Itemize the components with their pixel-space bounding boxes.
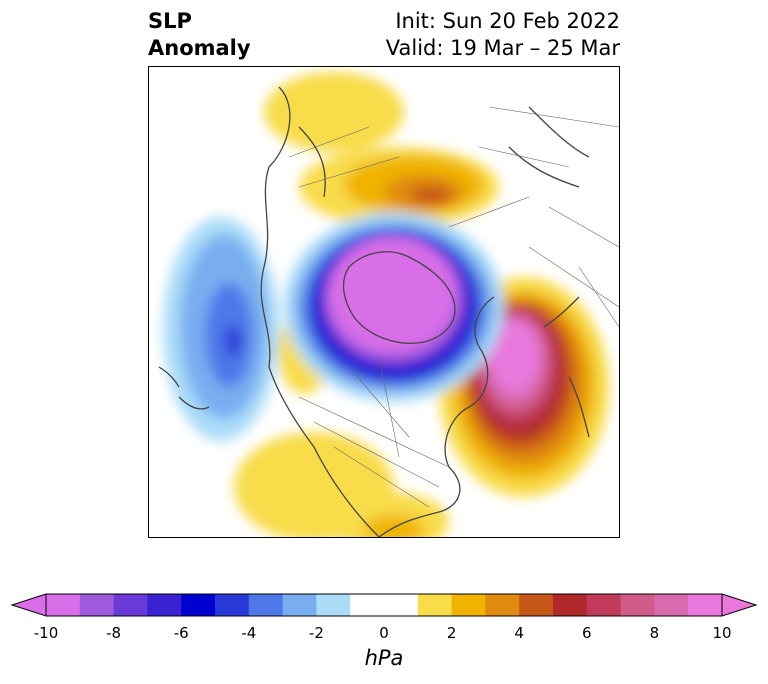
colorbar-segment <box>586 594 622 616</box>
colorbar-tick-label: 8 <box>649 624 660 642</box>
colorbar-tick-label: -6 <box>173 624 189 642</box>
colorbar-segment <box>451 594 486 616</box>
colorbar-tick-label: -8 <box>106 624 122 642</box>
colorbar-segment <box>79 594 115 616</box>
colorbar-extend-min <box>10 593 47 617</box>
colorbar-segment <box>688 594 723 616</box>
slp-anomaly-map <box>148 66 620 538</box>
colorbar-tick-label: 0 <box>379 624 389 642</box>
colorbar-tick-label: -10 <box>33 624 59 642</box>
colorbar-segment <box>46 594 81 616</box>
colorbar-segment <box>350 594 385 616</box>
colorbar-tick-label: 10 <box>712 624 732 642</box>
colorbar-segment <box>282 594 317 616</box>
valid-range: Valid: 19 Mar – 25 Mar <box>385 36 620 60</box>
colorbar-tick-label: 6 <box>582 624 592 642</box>
colorbar-segment <box>384 594 419 616</box>
colorbar-segment <box>248 594 284 616</box>
colorbar <box>10 590 758 624</box>
borders <box>288 106 619 508</box>
anomaly-field <box>163 72 609 537</box>
colorbar-segment <box>553 594 588 616</box>
colorbar-tick-label: 4 <box>514 624 524 642</box>
colorbar-segment <box>113 594 148 616</box>
colorbar-tick-label: -4 <box>241 624 257 642</box>
colorbar-segment <box>519 594 554 616</box>
colorbar-segment <box>654 594 689 616</box>
title-line-2: Anomaly <box>148 36 251 60</box>
colorbar-svg <box>10 593 758 617</box>
coastlines <box>158 86 590 537</box>
colorbar-segment <box>417 594 453 616</box>
map-canvas <box>158 72 619 537</box>
colorbar-segment <box>215 594 250 616</box>
map-title: SLP Anomaly <box>148 8 251 62</box>
init-date: Init: Sun 20 Feb 2022 <box>395 9 620 33</box>
title-line-1: SLP <box>148 9 192 33</box>
colorbar-segment <box>181 594 216 616</box>
colorbar-segment <box>316 594 351 616</box>
map-subtitle: Init: Sun 20 Feb 2022 Valid: 19 Mar – 25… <box>386 8 620 62</box>
colorbar-segment <box>485 594 520 616</box>
colorbar-units: hPa <box>364 646 404 670</box>
colorbar-extend-max <box>721 593 758 617</box>
colorbar-tick-label: 2 <box>446 624 457 642</box>
colorbar-border <box>45 593 723 617</box>
colorbar-segment <box>620 594 655 616</box>
colorbar-tick-label: -2 <box>308 624 324 642</box>
colorbar-segment <box>147 594 182 616</box>
